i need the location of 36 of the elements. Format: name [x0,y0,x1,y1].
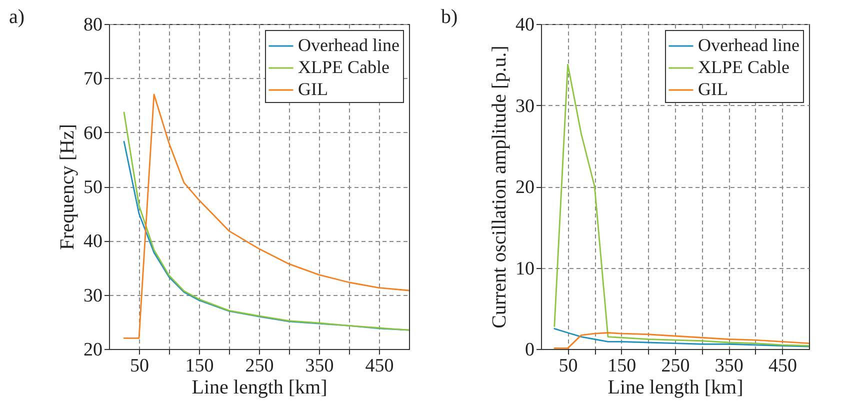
y-tick-label: 60 [84,122,102,144]
line-series [554,328,809,348]
legend-label: GIL [298,79,328,99]
x-tick-label: 250 [245,356,274,376]
y-axis-title: Current oscillation amplitude [p.u.] [488,46,510,328]
chart-title: b) [441,6,458,28]
y-tick-label: 80 [84,14,102,36]
x-tick-label: 150 [608,356,636,376]
y-tick-label: 50 [84,177,102,198]
y-tick-label: 30 [84,285,102,306]
y-tick-label: 20 [516,177,534,198]
y-tick-label: 30 [516,96,534,117]
legend-label: XLPE Cable [698,57,790,77]
x-axis-title: Line length [km] [192,376,328,398]
y-tick-label: 10 [516,258,534,280]
y-tick-label: 0 [525,340,534,360]
x-tick-label: 450 [768,356,797,376]
y-tick-label: 20 [84,340,102,360]
x-axis-title: Line length [km] [608,376,744,398]
legend-label: GIL [698,79,728,99]
y-tick-label: 40 [84,231,102,252]
y-axis-title: Frequency [Hz] [56,124,78,250]
legend-label: Overhead line [698,35,800,55]
legend-label: XLPE Cable [298,57,390,77]
x-tick-label: 50 [558,356,578,376]
y-tick-label: 40 [516,14,534,36]
x-tick-label: 250 [661,356,690,376]
x-tick-label: 450 [365,356,394,376]
x-tick-label: 350 [305,356,334,376]
y-tick-label: 70 [84,68,102,90]
x-tick-label: 50 [130,356,149,376]
legend-label: Overhead line [298,35,400,55]
chart-title: a) [9,6,25,28]
line-series [554,332,809,349]
x-tick-label: 150 [185,356,214,376]
x-tick-label: 350 [714,356,744,376]
